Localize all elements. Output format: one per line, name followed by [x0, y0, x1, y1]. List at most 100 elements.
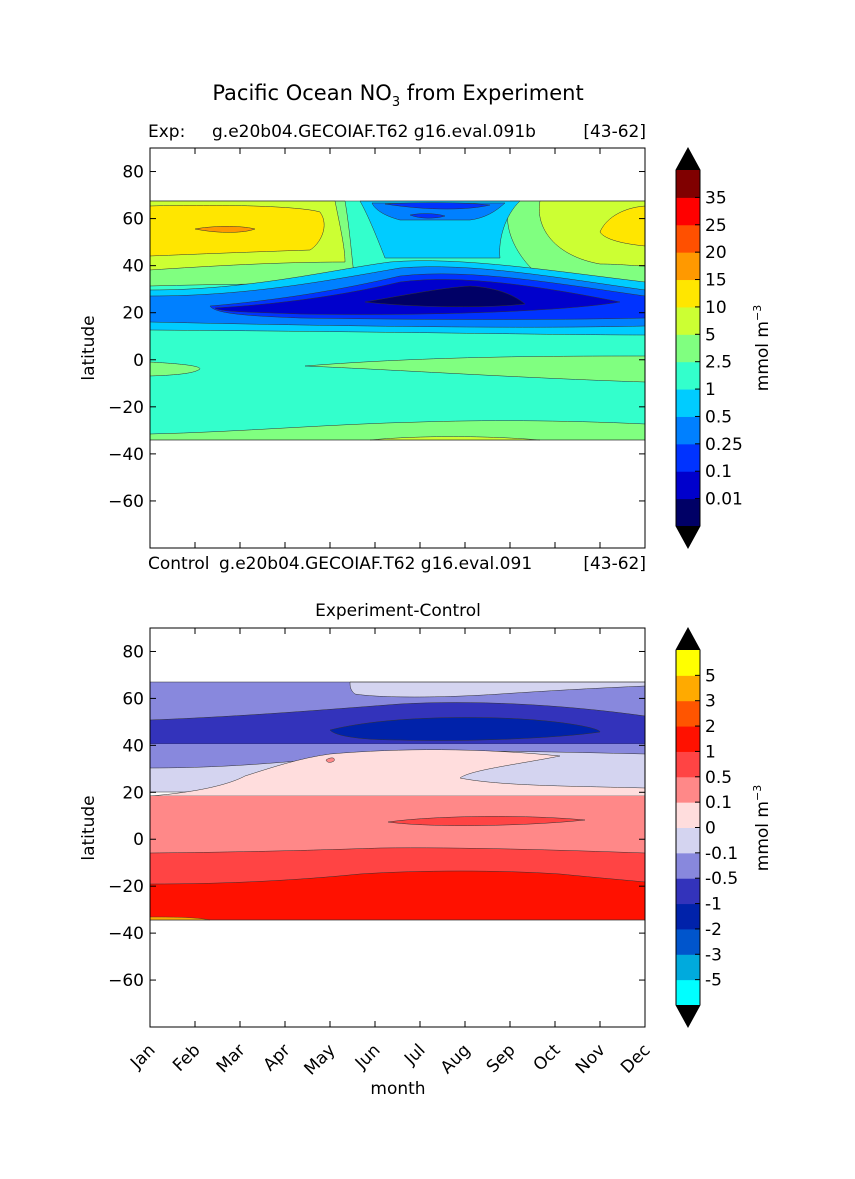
- colorbar-tick-label: 5: [705, 666, 716, 686]
- y-tick-label: 60: [122, 210, 144, 230]
- colorbar-segment: [676, 776, 700, 803]
- control-range: [43-62]: [583, 554, 646, 574]
- colorbar-segment: [676, 471, 700, 500]
- colorbar-tick-label: -0.5: [705, 869, 738, 889]
- colorbar-tick-label: 0.5: [705, 768, 732, 788]
- y-tick-label: 0: [133, 830, 144, 850]
- bottom-colorbar: 5 3 2 1 0.5 0.1 0 -0.1 -0.5 -1 -2 -3 -5: [675, 626, 738, 1029]
- top-band-south-green: [150, 420, 645, 441]
- colorbar-segment: [676, 498, 700, 527]
- colorbar-tick-label: 0.5: [705, 407, 732, 427]
- colorbar-outline: [675, 626, 701, 1029]
- colorbar-segment: [676, 700, 700, 727]
- x-tick-label: May: [301, 1040, 340, 1079]
- top-colorbar-label: mmol m−3: [751, 305, 773, 391]
- bottom-ylabel: latitude: [79, 795, 99, 860]
- y-tick-label: −60: [108, 492, 144, 512]
- colorbar-extend-min: [676, 1005, 700, 1027]
- x-tick-label: Feb: [169, 1040, 204, 1075]
- colorbar-outline: [675, 146, 701, 550]
- colorbar-segment: [676, 334, 700, 363]
- colorbar-extend-max: [676, 628, 700, 650]
- y-tick-label: 20: [122, 783, 144, 803]
- colorbar-segment: [676, 416, 700, 445]
- colorbar-tick-label: 0.25: [705, 435, 743, 455]
- y-tick-label: 80: [122, 642, 144, 662]
- colorbar-tick-label: 10: [705, 298, 727, 318]
- x-tick-label: Oct: [530, 1040, 565, 1075]
- colorbar-tick-label: 1: [705, 380, 716, 400]
- top-colorbar: 35 25 20 15 10 5 2.5 1 0.5 0.25 0.1 0.01: [675, 146, 743, 550]
- top-exp-name: g.e20b04.GECOIAF.T62 g16.eval.091b: [212, 122, 536, 142]
- y-tick-label: −60: [108, 971, 144, 991]
- colorbar-segment: [676, 954, 700, 981]
- colorbar-segment: [676, 979, 700, 1006]
- bottom-title: Experiment-Control: [315, 601, 481, 621]
- bot-band-salmon: [150, 796, 645, 854]
- top-band-orange-spot: [194, 226, 256, 233]
- colorbar-segment: [676, 389, 700, 417]
- bot-band-pink-spot: [325, 757, 335, 763]
- bottom-y-axis: 80 60 40 20 0 −20 −40 −60: [108, 642, 645, 991]
- colorbar-segment: [676, 852, 700, 879]
- x-tick-label: Jun: [351, 1040, 385, 1074]
- colorbar-tick-label: 2.5: [705, 353, 732, 373]
- colorbar-tick-label: 5: [705, 325, 716, 345]
- colorbar-tick-label: 1: [705, 742, 716, 762]
- colorbar-tick-label: 3: [705, 692, 716, 712]
- x-tick-label: Jan: [126, 1040, 159, 1073]
- colorbar-segment: [676, 224, 700, 253]
- colorbar-segment: [676, 170, 700, 198]
- top-plot-area: 80 60 40 20 0 −20 −40 −60: [108, 147, 646, 549]
- x-tick-label: Apr: [260, 1040, 295, 1075]
- x-tick-label: Sep: [483, 1040, 520, 1077]
- y-tick-label: −20: [108, 398, 144, 418]
- colorbar-tick-label: 35: [705, 188, 727, 208]
- colorbar-segment: [676, 306, 700, 335]
- y-tick-label: −20: [108, 877, 144, 897]
- top-band-north-blue-spot: [409, 213, 446, 219]
- y-tick-label: 20: [122, 304, 144, 324]
- top-band-gyre-navy: [364, 285, 526, 308]
- bottom-plot-area: 80 60 40 20 0 −20 −40 −60 Jan Feb Mar Apr May Jun Jul…: [108, 627, 655, 1079]
- x-tick-label: Jul: [400, 1040, 429, 1069]
- control-label: Control: [148, 554, 209, 574]
- top-exp-label: Exp:: [148, 122, 185, 142]
- bot-band-navy-lens: [329, 717, 601, 741]
- colorbar-segment: [676, 751, 700, 778]
- top-band-equatorial-east: [304, 355, 645, 383]
- colorbar-segment: [676, 726, 700, 752]
- y-tick-label: 60: [122, 689, 144, 709]
- y-tick-label: −40: [108, 445, 144, 465]
- colorbar-tick-label: -2: [705, 920, 722, 940]
- bot-band-pink-tongue: [150, 749, 645, 797]
- bot-band-salmon-lens: [387, 816, 586, 826]
- colorbar-tick-label: 0.01: [705, 490, 743, 510]
- top-band-yellow-east: [599, 205, 645, 247]
- colorbar-tick-label: 0.1: [705, 462, 732, 482]
- figure-title: Pacific Ocean NO3 from Experiment: [212, 81, 583, 110]
- colorbar-tick-label: -3: [705, 945, 722, 965]
- bottom-colorbar-label: mmol m−3: [751, 785, 773, 871]
- bot-band-north-pale: [349, 681, 645, 698]
- y-tick-label: 0: [133, 351, 144, 371]
- y-tick-label: −40: [108, 924, 144, 944]
- control-name: g.e20b04.GECOIAF.T62 g16.eval.091: [219, 554, 532, 574]
- colorbar-segment: [676, 252, 700, 281]
- colorbar-segment: [676, 903, 700, 930]
- y-tick-label: 40: [122, 257, 144, 277]
- x-tick-label: Dec: [617, 1040, 654, 1077]
- colorbar-segment: [676, 675, 700, 702]
- top-ylabel: latitude: [79, 315, 99, 380]
- colorbar-tick-label: 20: [705, 243, 727, 263]
- colorbar-segment: [676, 197, 700, 226]
- top-range-label: [43-62]: [583, 122, 646, 142]
- y-tick-label: 40: [122, 736, 144, 756]
- top-band-equatorial: [150, 361, 201, 377]
- colorbar-extend-min: [676, 526, 700, 548]
- top-band-north-blue: [384, 202, 491, 210]
- colorbar-segment: [676, 878, 700, 905]
- x-tick-label: Aug: [437, 1040, 475, 1078]
- colorbar-tick-label: 0.1: [705, 793, 732, 813]
